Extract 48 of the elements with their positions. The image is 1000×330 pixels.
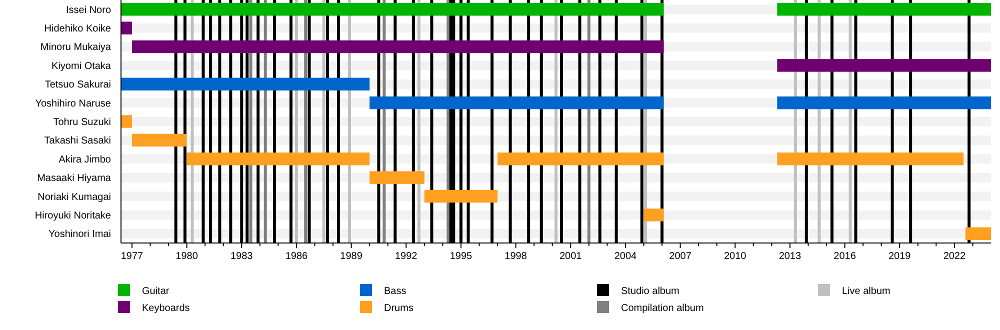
bar [121, 22, 132, 34]
x-tick-label: 2016 [834, 251, 856, 262]
y-tick-label: Masaaki Hiyama [37, 173, 112, 184]
bar [186, 152, 370, 166]
x-tick-label: 1983 [230, 251, 254, 262]
bar [777, 59, 991, 72]
legend-label: Compilation album [621, 303, 704, 314]
legend-label: Live album [842, 286, 890, 297]
bar [777, 152, 964, 166]
bar [132, 134, 187, 147]
y-tick-label: Hidehiko Koike [44, 24, 112, 35]
x-tick-label: 1998 [504, 251, 528, 262]
x-tick-label: 1977 [120, 251, 144, 262]
bar [965, 227, 991, 240]
legend-label: Keyboards [142, 303, 190, 314]
y-tick-label: Tetsuo Sakurai [44, 80, 111, 91]
x-tick-label: 2007 [669, 251, 692, 262]
y-tick-label: Issei Noro [66, 4, 112, 16]
bar [644, 208, 664, 222]
y-tick-label: Kiyomi Otaka [52, 60, 112, 72]
y-tick-label: Minoru Mukaiya [40, 42, 112, 54]
x-tick-label: 1986 [285, 251, 308, 262]
x-tick-label: 1989 [340, 251, 363, 262]
bar [121, 115, 132, 128]
y-tick-label: Takashi Sasaki [44, 136, 111, 147]
y-tick-label: Noriaki Kumagai [38, 192, 111, 203]
legend-label: Bass [384, 286, 406, 297]
x-tick-label: 2019 [888, 251, 912, 262]
x-tick-label: 2004 [614, 251, 638, 262]
x-tick-label: 1980 [176, 251, 198, 262]
x-tick-label: 2013 [778, 251, 802, 262]
x-tick-label: 1995 [450, 251, 473, 262]
bar [498, 152, 664, 166]
x-tick-label: 1992 [395, 251, 418, 262]
legend-label: Guitar [142, 286, 170, 297]
bar [370, 171, 424, 184]
y-tick-label: Hiroyuki Noritake [34, 210, 112, 222]
y-tick-label: Yoshihiro Naruse [35, 98, 112, 110]
y-tick-label: Yoshinori Imai [48, 229, 111, 240]
x-tick-label: 2010 [724, 251, 747, 262]
legend-label: Drums [384, 303, 414, 314]
y-tick-label: Akira Jimbo [58, 154, 112, 166]
bar [777, 96, 991, 110]
y-tick-label: Tohru Suzuki [53, 117, 111, 128]
x-tick-label: 2001 [559, 251, 582, 262]
bar [424, 190, 498, 203]
x-tick-label: 2022 [943, 251, 966, 262]
legend-label: Studio album [621, 286, 680, 297]
